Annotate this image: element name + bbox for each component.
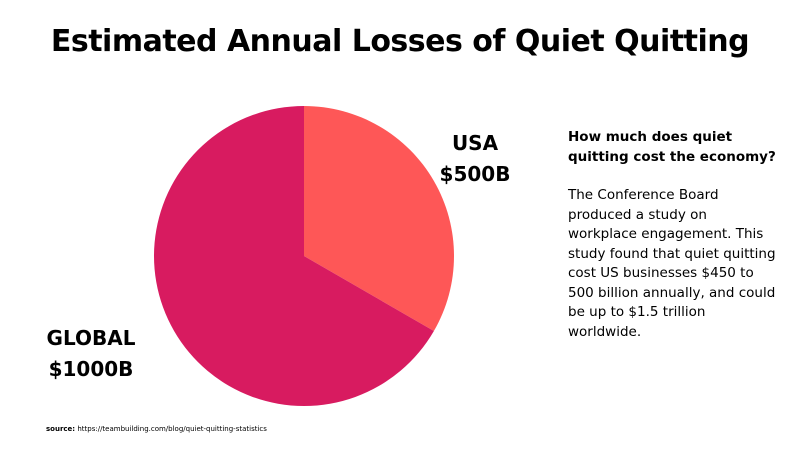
pie-slice-global — [153, 106, 434, 406]
source-label: source: — [46, 425, 76, 433]
slice-name-global: GLOBAL — [46, 326, 136, 350]
slice-label-usa: USA $500B — [425, 128, 525, 190]
source-note: source: https://teambuilding.com/blog/qu… — [46, 424, 267, 434]
slice-label-global: GLOBAL $1000B — [28, 323, 154, 385]
side-panel-heading: How much does quiet quitting cost the ec… — [568, 129, 776, 165]
slice-value-usa: $500B — [439, 162, 511, 186]
slice-name-usa: USA — [451, 131, 499, 155]
pie-slice-usa — [304, 106, 454, 331]
side-panel: How much does quiet quitting cost the ec… — [568, 128, 778, 342]
side-panel-body: The Conference Board produced a study on… — [568, 187, 776, 340]
chart-title: Estimated Annual Losses of Quiet Quittin… — [50, 24, 750, 59]
source-url: https://teambuilding.com/blog/quiet-quit… — [77, 425, 267, 433]
slice-value-global: $1000B — [48, 357, 134, 381]
